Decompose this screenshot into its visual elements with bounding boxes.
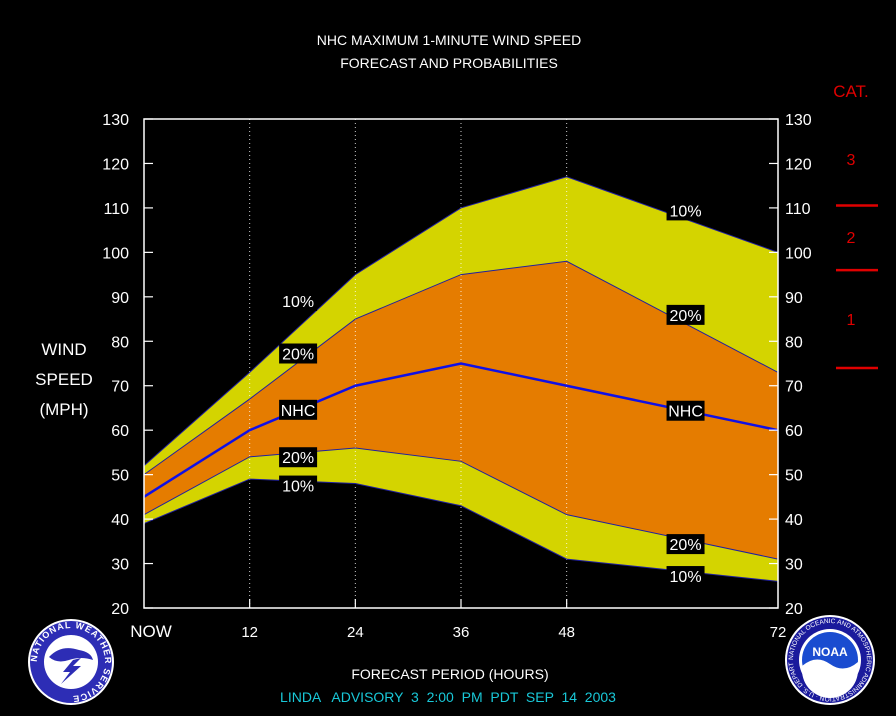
series-label-box bbox=[666, 400, 705, 421]
advisory-footer: LINDA ADVISORY 3 2:00 PM PDT SEP 14 2003 bbox=[280, 689, 616, 705]
x-tick-label: 36 bbox=[453, 624, 470, 641]
series-label: 10% bbox=[282, 479, 314, 496]
series-line-nhc-forecast bbox=[143, 362, 779, 498]
y-tick-label-right: 90 bbox=[785, 290, 803, 307]
series-label: 20% bbox=[282, 346, 314, 363]
y-tick-label-left: 40 bbox=[111, 512, 129, 529]
y-tick-label-left: 110 bbox=[103, 201, 129, 218]
series-line-lower-20pct bbox=[143, 447, 779, 560]
series-label: 10% bbox=[282, 294, 314, 311]
y-tick-label-right: 60 bbox=[785, 423, 803, 440]
y-tick-label-right: 40 bbox=[785, 512, 803, 529]
y-tick-label-left: 90 bbox=[111, 290, 129, 307]
nws-logo: NATIONAL WEATHER SERVICE bbox=[28, 619, 114, 705]
series-labels: 10% 10% 20% 20% NHC NHC 20% 20% 10% 10% bbox=[279, 200, 705, 587]
y-tick-label-left: 30 bbox=[111, 557, 129, 574]
y-tick-label-right: 100 bbox=[785, 245, 812, 262]
y-tick-label-right: 120 bbox=[785, 156, 812, 173]
noaa-logo-text: NOAA bbox=[812, 645, 848, 659]
series-label: 10% bbox=[670, 569, 702, 586]
x-axis-label: FORECAST PERIOD (HOURS) bbox=[351, 666, 548, 682]
y-label-line-2: SPEED bbox=[35, 370, 93, 389]
x-tick-label: 12 bbox=[241, 624, 258, 641]
y-label-line-1: WIND bbox=[41, 340, 86, 359]
axis-ticks: 20 20 30 30 40 40 50 50 60 60 70 70 80 80 90 90 100 100 11… bbox=[102, 112, 812, 641]
series-label: 20% bbox=[670, 308, 702, 325]
series-line-upper-10pct bbox=[143, 176, 779, 467]
series-lines bbox=[143, 176, 779, 582]
series-label: NHC bbox=[668, 404, 703, 421]
category-label: 3 bbox=[847, 152, 856, 169]
series-label-box bbox=[279, 447, 318, 468]
x-tick-label: 72 bbox=[770, 624, 787, 641]
category-title: CAT. bbox=[833, 82, 869, 101]
category-label: 1 bbox=[847, 312, 856, 329]
y-tick-label-left: 130 bbox=[102, 112, 129, 129]
series-label: NHC bbox=[281, 403, 316, 420]
y-label-line-3: (MPH) bbox=[39, 400, 88, 419]
series-label-box bbox=[279, 475, 318, 496]
series-label: 20% bbox=[282, 450, 314, 467]
y-tick-label-right: 130 bbox=[785, 112, 812, 129]
category-label: 2 bbox=[847, 230, 856, 247]
y-tick-label-right: 30 bbox=[785, 557, 803, 574]
noaa-logo: NATIONAL OCEANIC AND ATMOSPHERIC ADMINIS… bbox=[785, 615, 875, 705]
series-label-box bbox=[666, 200, 705, 221]
series-label-box bbox=[666, 566, 705, 587]
y-tick-label-left: 100 bbox=[102, 245, 129, 262]
y-tick-label-right: 50 bbox=[785, 468, 803, 485]
y-tick-label-right: 110 bbox=[785, 201, 811, 218]
series-label-box bbox=[279, 399, 318, 420]
series-line-upper-20pct bbox=[143, 260, 779, 476]
series-label-box bbox=[279, 290, 318, 311]
x-tick-label: 48 bbox=[558, 624, 575, 641]
y-tick-label-left: 50 bbox=[111, 468, 129, 485]
y-tick-label-left: 80 bbox=[111, 334, 129, 351]
series-label-box bbox=[279, 343, 318, 364]
series-label-box bbox=[666, 304, 705, 325]
y-tick-label-left: 70 bbox=[111, 379, 129, 396]
category-scale: 3 2 1 bbox=[836, 152, 878, 370]
y-tick-label-left: 60 bbox=[111, 423, 129, 440]
x-tick-label: NOW bbox=[130, 622, 172, 641]
chart-subtitle: FORECAST AND PROBABILITIES bbox=[340, 55, 558, 71]
series-label-box bbox=[666, 534, 705, 555]
series-label: 10% bbox=[670, 203, 702, 220]
y-tick-label-right: 70 bbox=[785, 379, 803, 396]
x-tick-label: 24 bbox=[347, 624, 364, 641]
chart-title: NHC MAXIMUM 1-MINUTE WIND SPEED bbox=[317, 32, 581, 48]
y-tick-label-left: 20 bbox=[111, 601, 129, 618]
series-label: 20% bbox=[670, 537, 702, 554]
y-tick-label-right: 20 bbox=[785, 601, 803, 618]
inner-probability-band bbox=[144, 261, 778, 560]
series-line-lower-10pct bbox=[143, 478, 779, 582]
y-tick-label-left: 120 bbox=[102, 156, 129, 173]
y-tick-label-right: 80 bbox=[785, 334, 803, 351]
